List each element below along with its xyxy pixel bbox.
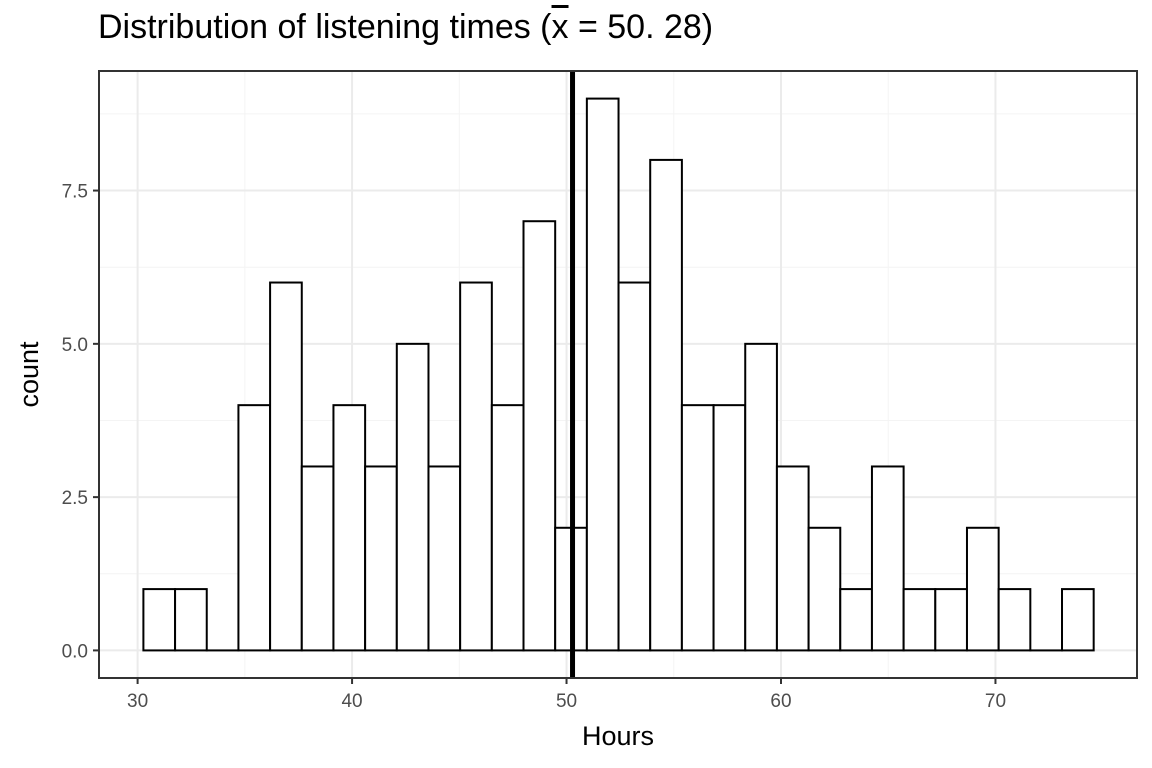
histogram-bar (459, 281, 493, 652)
histogram-bar (490, 404, 525, 652)
histogram-bar (427, 465, 462, 652)
histogram-bar (807, 526, 842, 652)
x-axis-title: Hours (582, 721, 654, 751)
chart-title: Distribution of listening times (x = 50.… (98, 8, 713, 47)
y-tick-label: 5.0 (62, 335, 88, 356)
histogram-bar (934, 588, 968, 652)
histogram-bar (680, 404, 715, 652)
histogram-bar (269, 281, 303, 652)
histogram-bar (965, 526, 1000, 652)
chart-title-suffix: = 50. 28) (568, 8, 714, 46)
x-tick-label: 50 (556, 691, 577, 712)
y-tick-label: 2.5 (62, 488, 88, 509)
histogram-bar (870, 465, 905, 652)
histogram-bar (364, 465, 398, 652)
x-tick-label: 70 (985, 691, 1006, 712)
chart-title-prefix: Distribution of listening times ( (98, 8, 552, 46)
histogram-bar (142, 588, 177, 652)
histogram-bar (775, 465, 810, 652)
histogram-bar (585, 97, 620, 652)
x-tick-label: 60 (770, 691, 791, 712)
chart-title-mean-symbol: x (551, 8, 569, 46)
histogram-bar (997, 588, 1032, 652)
histogram-bar (395, 342, 430, 652)
histogram-bar (522, 220, 557, 652)
histogram-bar (839, 588, 873, 652)
histogram-bar (174, 588, 208, 652)
y-tick-label: 0.0 (62, 641, 88, 662)
y-tick-label: 7.5 (62, 182, 88, 203)
y-axis-title: count (14, 341, 44, 408)
histogram-bar (649, 158, 683, 652)
histogram-bar (1061, 588, 1095, 652)
histogram-bar (237, 404, 272, 652)
histogram-bar (300, 465, 335, 652)
histogram-bar (744, 342, 778, 652)
histogram-bar (617, 281, 652, 652)
histogram-bar (902, 588, 937, 652)
x-tick-label: 40 (341, 691, 362, 712)
histogram-bar (332, 404, 367, 652)
histogram-bar (712, 404, 747, 652)
x-tick-label: 30 (127, 691, 148, 712)
panel-border (98, 70, 1138, 679)
